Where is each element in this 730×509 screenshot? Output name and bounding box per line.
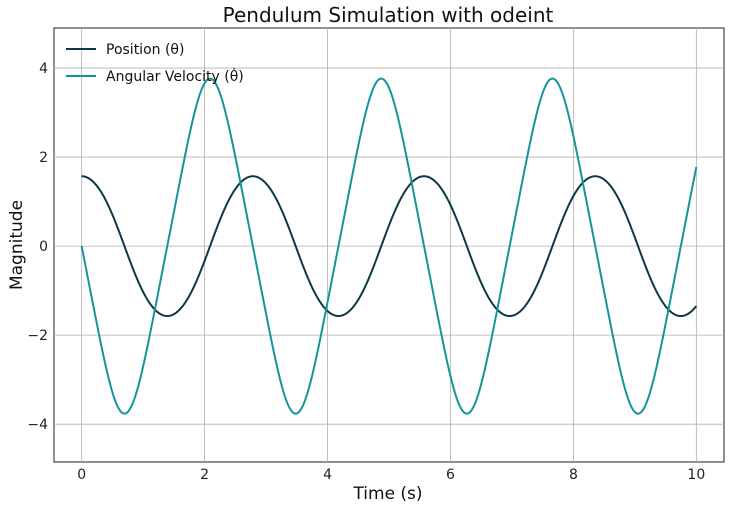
legend: Position (θ) Angular Velocity (θ̇): [66, 42, 244, 85]
tick-layer: 0 2 4 6 8 10 −4 −2 0 2 4: [27, 61, 705, 483]
legend-label-angular-velocity: Angular Velocity (θ̇): [106, 67, 244, 85]
x-axis-title: Time (s): [352, 484, 422, 504]
plot-area: [53, 27, 725, 463]
grid-layer: [54, 28, 724, 462]
chart-title: Pendulum Simulation with odeint: [223, 3, 554, 27]
y-tick-label: 2: [39, 150, 48, 166]
y-tick-label: −4: [27, 417, 48, 433]
x-tick-label: 8: [569, 467, 578, 483]
x-tick-label: 0: [77, 467, 86, 483]
legend-label-position: Position (θ): [106, 42, 184, 58]
series-line-angular-velocity: [80, 77, 698, 415]
x-tick-label: 4: [323, 467, 332, 483]
x-tick-label: 10: [687, 467, 705, 483]
series-line-position: [81, 175, 698, 317]
plot-frame: [53, 27, 725, 463]
series-layer: [80, 77, 698, 415]
y-axis-title: Magnitude: [7, 200, 27, 290]
x-tick-label: 2: [200, 467, 209, 483]
x-tick-label: 6: [446, 467, 455, 483]
y-tick-label: −2: [27, 328, 48, 344]
y-tick-label: 4: [39, 61, 48, 77]
y-tick-label: 0: [39, 239, 48, 255]
